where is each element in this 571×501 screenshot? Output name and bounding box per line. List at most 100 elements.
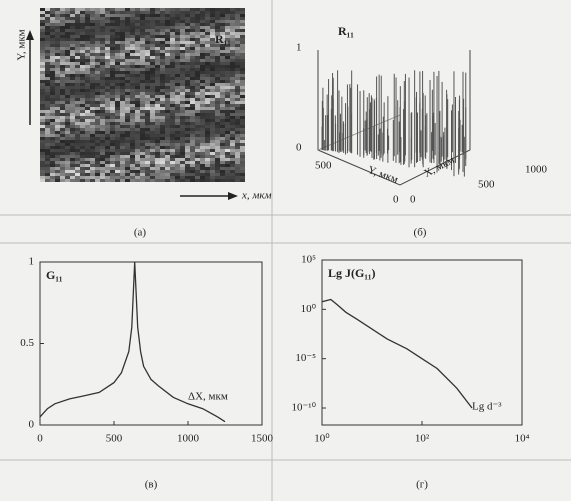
texture — [145, 32, 150, 35]
texture — [195, 173, 200, 176]
texture — [130, 137, 135, 140]
texture — [115, 44, 120, 47]
texture — [190, 62, 195, 65]
texture — [65, 116, 70, 119]
texture — [215, 134, 220, 137]
texture — [175, 35, 180, 38]
texture — [165, 68, 170, 71]
texture — [50, 176, 55, 179]
texture — [130, 23, 135, 26]
texture — [180, 35, 185, 38]
texture — [150, 179, 155, 182]
texture — [85, 23, 90, 26]
texture — [240, 116, 245, 119]
texture — [110, 158, 115, 161]
texture — [50, 11, 55, 14]
texture — [215, 74, 220, 77]
texture — [70, 74, 75, 77]
texture — [200, 104, 205, 107]
texture — [85, 110, 90, 113]
texture — [140, 89, 145, 92]
texture — [80, 26, 85, 29]
texture — [105, 95, 110, 98]
texture — [60, 89, 65, 92]
texture — [175, 137, 180, 140]
texture — [55, 179, 60, 182]
texture — [100, 56, 105, 59]
texture — [55, 89, 60, 92]
texture — [235, 11, 240, 14]
texture — [190, 155, 195, 158]
texture — [120, 131, 125, 134]
texture — [190, 122, 195, 125]
texture — [115, 122, 120, 125]
texture — [225, 116, 230, 119]
texture — [110, 80, 115, 83]
texture — [155, 11, 160, 14]
texture — [90, 8, 95, 11]
texture — [105, 167, 110, 170]
texture — [175, 41, 180, 44]
texture — [200, 41, 205, 44]
texture — [55, 68, 60, 71]
texture — [45, 161, 50, 164]
texture — [210, 113, 215, 116]
texture — [145, 101, 150, 104]
texture — [205, 23, 210, 26]
texture — [215, 125, 220, 128]
texture — [200, 71, 205, 74]
texture — [180, 176, 185, 179]
texture — [165, 14, 170, 17]
texture — [135, 131, 140, 134]
texture — [145, 98, 150, 101]
texture — [155, 137, 160, 140]
texture — [50, 62, 55, 65]
texture — [75, 29, 80, 32]
texture — [210, 23, 215, 26]
texture — [160, 47, 165, 50]
texture — [40, 26, 45, 29]
texture — [135, 71, 140, 74]
texture — [160, 74, 165, 77]
texture — [130, 164, 135, 167]
texture — [220, 53, 225, 56]
texture — [170, 29, 175, 32]
texture — [40, 35, 45, 38]
texture — [75, 32, 80, 35]
texture — [150, 98, 155, 101]
texture — [120, 11, 125, 14]
texture — [125, 125, 130, 128]
texture — [80, 74, 85, 77]
texture — [205, 8, 210, 11]
texture — [110, 20, 115, 23]
texture — [60, 23, 65, 26]
texture — [160, 155, 165, 158]
texture — [50, 113, 55, 116]
texture — [210, 17, 215, 20]
texture — [180, 128, 185, 131]
texture — [85, 155, 90, 158]
texture — [185, 8, 190, 11]
texture — [215, 44, 220, 47]
texture — [165, 128, 170, 131]
texture — [115, 83, 120, 86]
texture — [150, 92, 155, 95]
texture — [220, 89, 225, 92]
texture — [140, 50, 145, 53]
texture — [140, 80, 145, 83]
texture — [45, 155, 50, 158]
texture — [220, 110, 225, 113]
texture — [200, 161, 205, 164]
texture — [150, 59, 155, 62]
texture — [170, 170, 175, 173]
texture — [130, 167, 135, 170]
texture — [135, 89, 140, 92]
texture — [200, 101, 205, 104]
texture — [60, 68, 65, 71]
texture — [235, 104, 240, 107]
texture — [225, 14, 230, 17]
texture — [100, 14, 105, 17]
texture — [50, 29, 55, 32]
texture — [205, 53, 210, 56]
texture — [90, 164, 95, 167]
